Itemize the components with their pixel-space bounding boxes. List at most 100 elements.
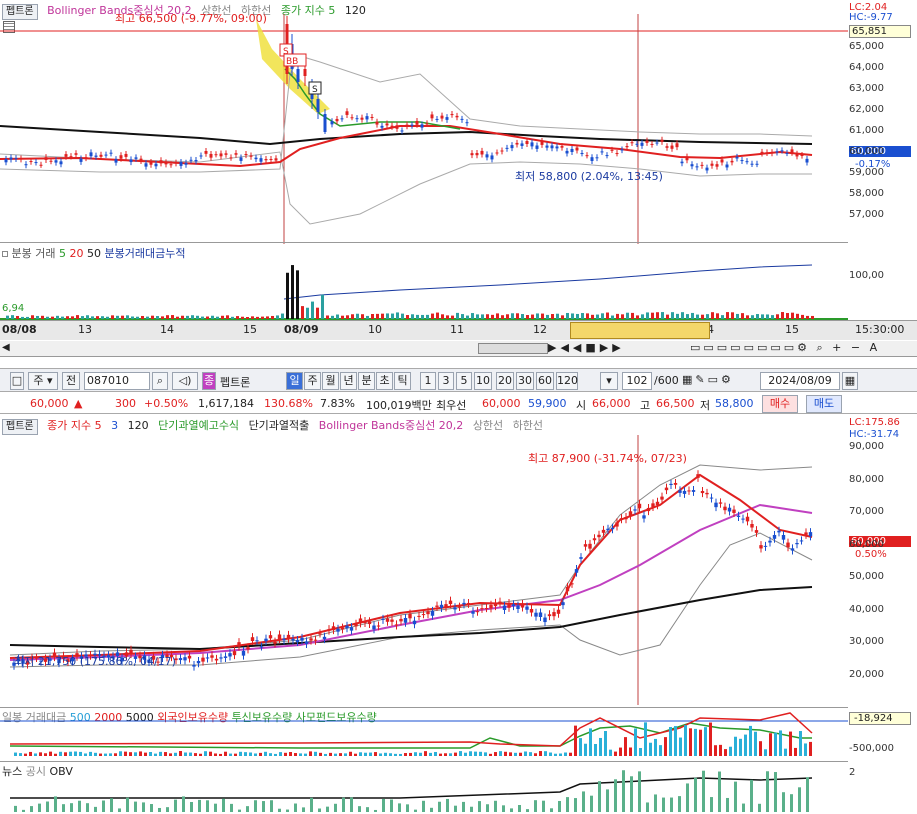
volume-bar <box>181 316 184 319</box>
candle <box>195 160 198 161</box>
volume-bar <box>434 752 437 756</box>
period-button[interactable]: 년 <box>340 372 357 390</box>
interval-button[interactable]: 20 <box>496 372 514 390</box>
volume-bar <box>438 802 441 812</box>
search-icon[interactable]: ⌕ <box>152 372 168 390</box>
type-select[interactable]: 주 ▾ <box>28 372 58 390</box>
period-button[interactable]: 틱 <box>394 372 411 390</box>
candle <box>521 143 524 146</box>
volume-bar <box>126 315 129 319</box>
volume-bar <box>386 313 389 319</box>
period-button[interactable]: 초 <box>376 372 393 390</box>
volume-bar <box>326 807 329 812</box>
scroll-track[interactable] <box>478 343 548 354</box>
volume-bar <box>161 316 164 319</box>
x-tick: 13 <box>78 323 92 336</box>
date-input[interactable]: 2024/08/09 <box>760 372 840 390</box>
period-button[interactable]: 주 <box>304 372 321 390</box>
interval-button[interactable]: 10 <box>474 372 492 390</box>
candle <box>125 154 128 157</box>
tool-icons[interactable]: ▦✎▭⚙ <box>682 373 734 386</box>
volume-bar <box>439 754 442 756</box>
candle <box>129 650 132 654</box>
interval-button[interactable]: 3 <box>438 372 454 390</box>
volume-bar <box>61 317 64 319</box>
volume-panel[interactable]: 분봉 거래 5 20 50 분봉거래대금누적 6,94 <box>0 242 848 320</box>
interval-button[interactable]: 30 <box>516 372 534 390</box>
candle <box>489 605 492 609</box>
obv-panel[interactable]: 뉴스 공시 OBV <box>0 761 848 813</box>
bottom-price-chart[interactable]: 최고 87,900 (-31.74%, 07/23) 최저 21,750 (17… <box>0 415 848 705</box>
bottom-chart-panel[interactable]: 펩트론 종가 지수 5 3 120 단기과열예고수식 단기과열적출 Bollin… <box>0 415 917 813</box>
scroll-left-icon[interactable]: ◀ <box>2 342 10 353</box>
interval-button[interactable]: 5 <box>456 372 472 390</box>
buy-button[interactable]: 매수 <box>762 395 798 413</box>
volume-bar <box>41 316 44 319</box>
sell-button[interactable]: 매도 <box>806 395 842 413</box>
calendar-icon[interactable]: ▦ <box>842 372 858 390</box>
top-y-tick: 60,000 <box>849 146 884 157</box>
interval-button[interactable]: 1 <box>420 372 436 390</box>
candle <box>692 490 695 492</box>
candle <box>804 532 807 534</box>
candle <box>341 118 344 119</box>
candle <box>264 639 267 641</box>
period-button[interactable]: 월 <box>322 372 339 390</box>
speaker-icon[interactable]: ◁) <box>172 372 198 390</box>
volume-bar <box>356 314 359 319</box>
candle <box>638 504 641 508</box>
play-controls[interactable]: ▶◀◀■▶▶ <box>548 341 625 354</box>
top-scrollbar[interactable]: ◀ ▶◀◀■▶▶ ▭▭▭▭▭▭▭▭⚙ ⌕ + − A <box>0 341 917 357</box>
volume-bar <box>782 792 785 812</box>
count-input[interactable]: 102 <box>622 372 652 390</box>
volume-bar <box>678 796 681 812</box>
volume-bar <box>599 738 602 756</box>
volume-bar <box>774 733 777 756</box>
candle <box>800 540 803 541</box>
interval-button[interactable]: 60 <box>536 372 554 390</box>
volume-bar <box>146 317 149 319</box>
period-button[interactable]: 분 <box>358 372 375 390</box>
volume-bar <box>399 754 402 756</box>
volume-bar <box>484 752 487 756</box>
candle <box>701 491 704 493</box>
volume-bar <box>531 315 534 319</box>
top-price-chart[interactable]: 최고 66,500 (-9.77%, 09:00) 최저 58,800 (2.0… <box>0 14 848 244</box>
top-y-tick: 62,000 <box>849 104 884 115</box>
candle <box>305 641 308 644</box>
type2-button[interactable]: 전 <box>62 372 80 390</box>
candle <box>795 543 798 544</box>
volume-bar <box>276 315 279 319</box>
code-input[interactable]: 087010 <box>84 372 150 390</box>
interval-dropdown[interactable]: ▾ <box>600 372 618 390</box>
candle <box>651 144 654 145</box>
top-chart-panel[interactable]: 펩트론 Bollinger Bands중심선 20,2 상한선 하한선 종가 지… <box>0 0 917 340</box>
candle <box>408 614 411 619</box>
volume-bar <box>624 737 627 756</box>
period-button[interactable]: 일 <box>286 372 303 390</box>
candle <box>230 157 233 158</box>
chart-tools-icons[interactable]: ▭▭▭▭▭▭▭▭⚙ ⌕ + − A <box>690 341 880 355</box>
volume-bar <box>806 777 809 812</box>
candle <box>566 151 569 154</box>
volume-bar <box>62 804 65 812</box>
candle <box>651 503 654 507</box>
bottom-y-tick: 70,000 <box>849 506 884 517</box>
candle <box>386 618 389 621</box>
volume-bar <box>158 808 161 812</box>
trading-value-panel[interactable]: 일봉 거래대금 500 2000 5000 외국인보유수량 투신보유수량 사모펀… <box>0 707 848 757</box>
stock-name-badge[interactable]: 펩트론 <box>220 374 250 390</box>
candle <box>188 656 191 659</box>
volume-bar <box>691 313 694 319</box>
volume-bar <box>631 313 634 319</box>
interval-button[interactable]: 120 <box>556 372 578 390</box>
candle <box>110 153 113 154</box>
volume-bar <box>139 751 142 756</box>
volume-bar <box>749 726 752 756</box>
volume-bar <box>414 752 417 756</box>
window-icon[interactable]: □ <box>10 372 24 390</box>
volume-bar <box>171 315 174 319</box>
x-range-highlight[interactable] <box>570 322 710 339</box>
volume-bar <box>361 314 364 319</box>
volume-bar <box>414 810 417 812</box>
